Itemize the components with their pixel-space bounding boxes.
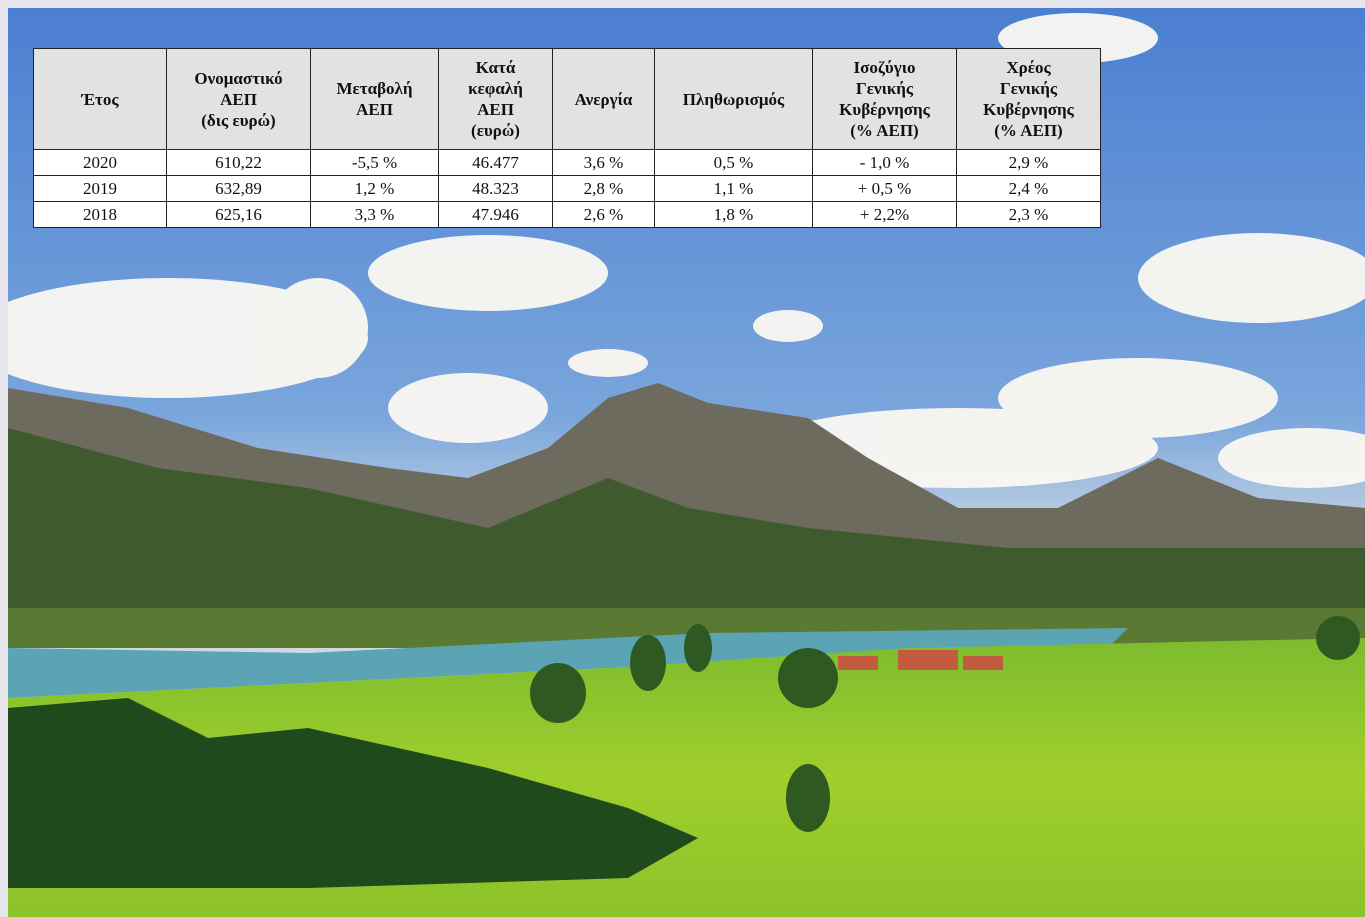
column-header: Ανεργία — [553, 49, 655, 150]
value-cell: 625,16 — [167, 202, 311, 228]
value-cell: 2,9 % — [957, 150, 1101, 176]
value-cell: 610,22 — [167, 150, 311, 176]
value-cell: 46.477 — [439, 150, 553, 176]
header-line: Μεταβολή — [315, 78, 434, 99]
header-line: ΑΕΠ — [315, 99, 434, 120]
header-line: Έτος — [38, 89, 162, 110]
header-line: Κατά — [443, 57, 548, 78]
header-line: ΑΕΠ — [171, 89, 306, 110]
header-line: (% ΑΕΠ) — [817, 120, 952, 141]
value-cell: 2,4 % — [957, 176, 1101, 202]
header-line: Ονομαστικό — [171, 68, 306, 89]
value-cell: 2,3 % — [957, 202, 1101, 228]
header-line: Κυβέρνησης — [961, 99, 1096, 120]
value-cell: 0,5 % — [655, 150, 813, 176]
header-line: (ευρώ) — [443, 120, 548, 141]
value-cell: 1,8 % — [655, 202, 813, 228]
header-line: Πληθωρισμός — [659, 89, 808, 110]
value-cell: - 1,0 % — [813, 150, 957, 176]
page: ΈτοςΟνομαστικόΑΕΠ(δις ευρώ)ΜεταβολήΑΕΠΚα… — [0, 0, 1365, 917]
header-line: Κυβέρνησης — [817, 99, 952, 120]
header-line: (δις ευρώ) — [171, 110, 306, 131]
value-cell: 2,8 % — [553, 176, 655, 202]
header-line: Χρέος — [961, 57, 1096, 78]
header-line: κεφαλή — [443, 78, 548, 99]
header-line: (% ΑΕΠ) — [961, 120, 1096, 141]
value-cell: + 2,2% — [813, 202, 957, 228]
header-line: Γενικής — [961, 78, 1096, 99]
column-header: Πληθωρισμός — [655, 49, 813, 150]
header-line: ΑΕΠ — [443, 99, 548, 120]
value-cell: 1,2 % — [311, 176, 439, 202]
value-cell: 3,3 % — [311, 202, 439, 228]
value-cell: 48.323 — [439, 176, 553, 202]
value-cell: 1,1 % — [655, 176, 813, 202]
header-line: Ανεργία — [557, 89, 650, 110]
column-header: Έτος — [34, 49, 167, 150]
year-cell: 2020 — [34, 150, 167, 176]
year-cell: 2018 — [34, 202, 167, 228]
value-cell: 47.946 — [439, 202, 553, 228]
value-cell: + 0,5 % — [813, 176, 957, 202]
value-cell: -5,5 % — [311, 150, 439, 176]
year-cell: 2019 — [34, 176, 167, 202]
value-cell: 632,89 — [167, 176, 311, 202]
value-cell: 3,6 % — [553, 150, 655, 176]
header-line: Γενικής — [817, 78, 952, 99]
value-cell: 2,6 % — [553, 202, 655, 228]
header-line: Ισοζύγιο — [817, 57, 952, 78]
